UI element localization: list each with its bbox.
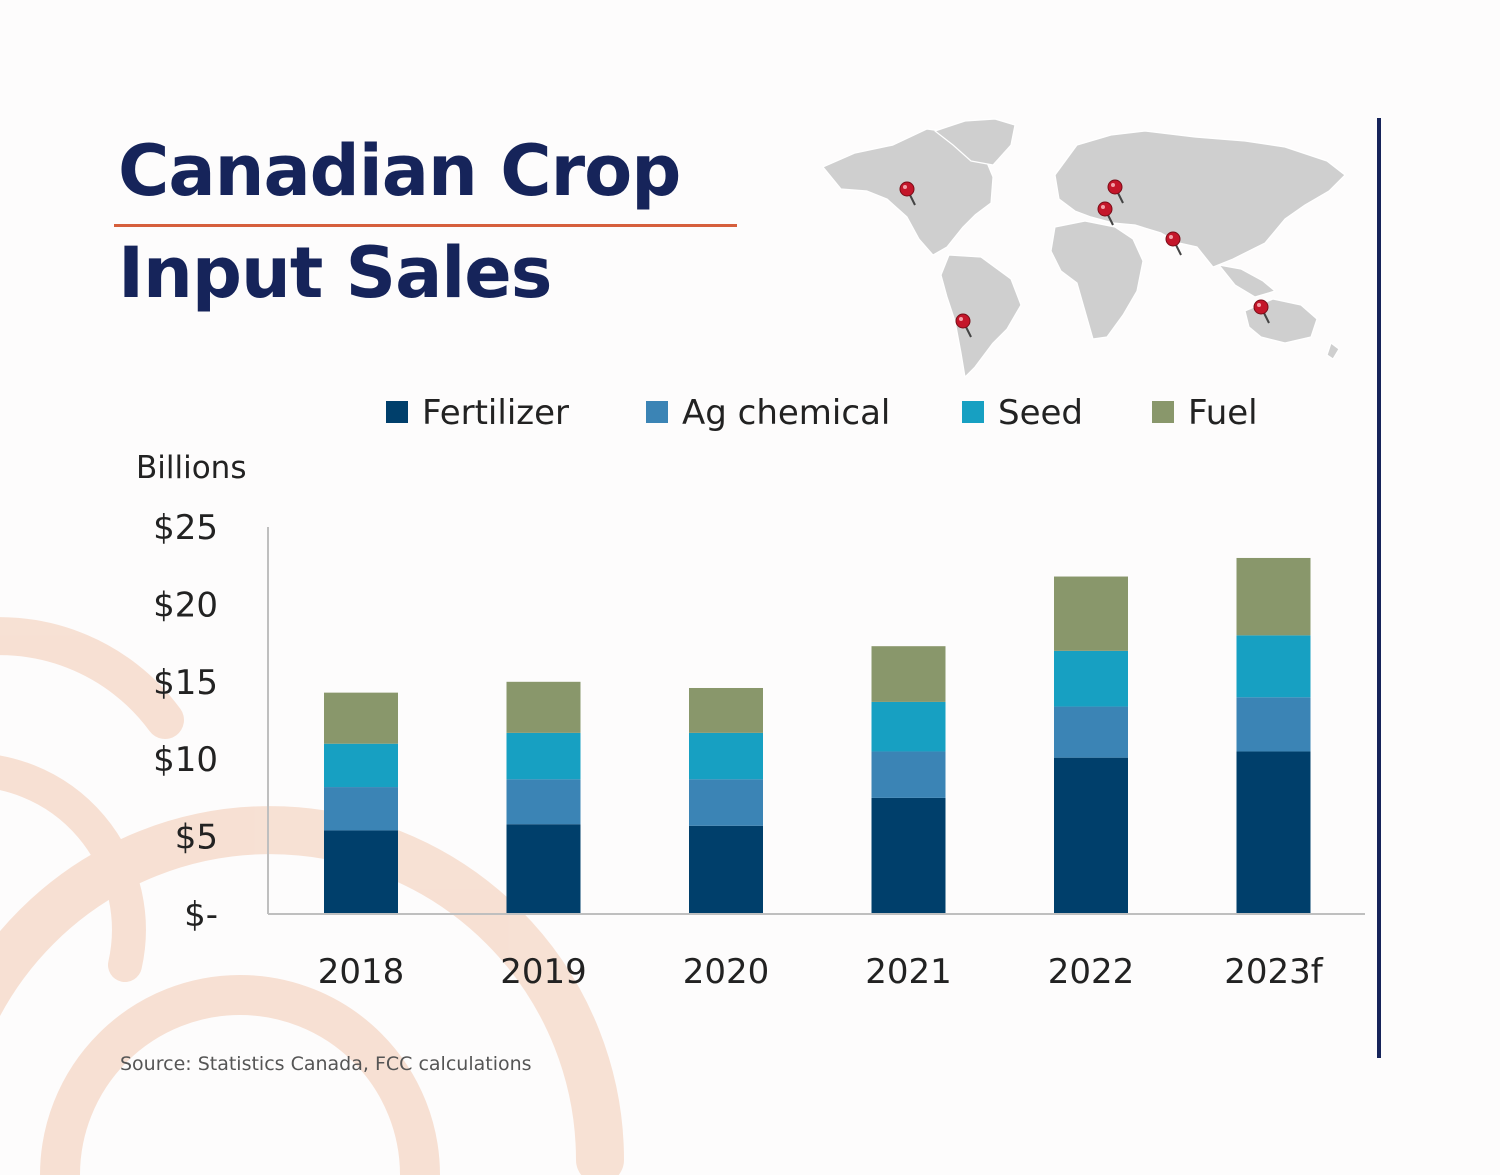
pushpin-icon	[955, 313, 972, 338]
africa-shape	[1050, 220, 1144, 340]
pushpin-icon	[899, 181, 916, 206]
legend-swatch	[386, 401, 408, 423]
bar-ag-chemical	[506, 779, 581, 825]
y-axis-ticks: $- $5 $10 $15 $20 $25	[153, 508, 218, 935]
bar-fuel	[1236, 557, 1311, 636]
x-tick-label: 2022	[1048, 952, 1135, 992]
bar-series	[324, 557, 1311, 914]
legend-label: Fertilizer	[422, 393, 569, 433]
y-tick-label: $15	[153, 663, 218, 703]
bar-seed	[871, 701, 946, 752]
x-tick-label: 2023f	[1224, 952, 1324, 992]
page-title-line-1: Canadian Crop	[118, 130, 681, 212]
x-tick-label: 2021	[865, 952, 952, 992]
bar-seed	[506, 732, 581, 780]
bar-fuel	[1054, 576, 1128, 651]
new-zealand-shape	[1326, 342, 1340, 360]
bar-ag-chemical	[871, 751, 946, 798]
source-note: Source: Statistics Canada, FCC calculati…	[120, 1053, 532, 1075]
bar-ag-chemical	[324, 787, 398, 831]
bar-fuel	[871, 646, 946, 702]
world-map	[822, 118, 1346, 378]
y-tick-label: $5	[175, 818, 218, 858]
y-tick-label: $10	[153, 740, 218, 780]
bar-seed	[689, 732, 763, 780]
bar-fertilizer	[324, 830, 398, 914]
y-axis-label: Billions	[136, 450, 246, 486]
bar-fuel	[689, 687, 763, 733]
pushpin-icon	[1097, 201, 1114, 226]
bar-ag-chemical	[1236, 697, 1311, 752]
bar-fertilizer	[506, 824, 581, 914]
bar-fertilizer	[1054, 757, 1128, 914]
page-title-line-2: Input Sales	[118, 232, 552, 314]
bar-seed	[1236, 635, 1311, 698]
x-tick-label: 2019	[500, 952, 587, 992]
bar-fuel	[324, 692, 398, 744]
bar-seed	[1054, 650, 1128, 707]
x-tick-label: 2018	[318, 952, 405, 992]
bar-ag-chemical	[1054, 706, 1128, 758]
y-tick-label: $25	[153, 508, 218, 548]
legend-swatch	[646, 401, 668, 423]
pushpin-icon	[1165, 231, 1182, 256]
southeast-asia-shape	[1218, 264, 1276, 298]
legend-swatch	[962, 401, 984, 423]
legend-label: Seed	[998, 393, 1083, 433]
title-divider	[114, 224, 737, 227]
south-america-shape	[940, 254, 1022, 378]
right-border-rule	[1377, 118, 1381, 1058]
y-tick-label: $-	[184, 895, 218, 935]
bar-ag-chemical	[689, 779, 763, 826]
bar-fertilizer	[1236, 751, 1311, 914]
y-tick-label: $20	[153, 585, 218, 625]
x-axis-ticks: 2018 2019 2020 2021 2022 2023f	[318, 952, 1324, 992]
europe-asia-shape	[1054, 130, 1346, 268]
bar-fuel	[506, 681, 581, 733]
greenland-shape	[934, 118, 1016, 166]
bar-fertilizer	[871, 797, 946, 914]
pushpin-icon	[1107, 179, 1124, 204]
chart-legend: Fertilizer Ag chemical Seed Fuel	[386, 393, 1258, 433]
bar-fertilizer	[689, 825, 763, 914]
legend-label: Ag chemical	[682, 393, 890, 433]
bar-seed	[324, 743, 398, 788]
legend-label: Fuel	[1188, 393, 1258, 433]
x-tick-label: 2020	[683, 952, 770, 992]
legend-swatch	[1152, 401, 1174, 423]
pushpin-icon	[1253, 299, 1270, 324]
